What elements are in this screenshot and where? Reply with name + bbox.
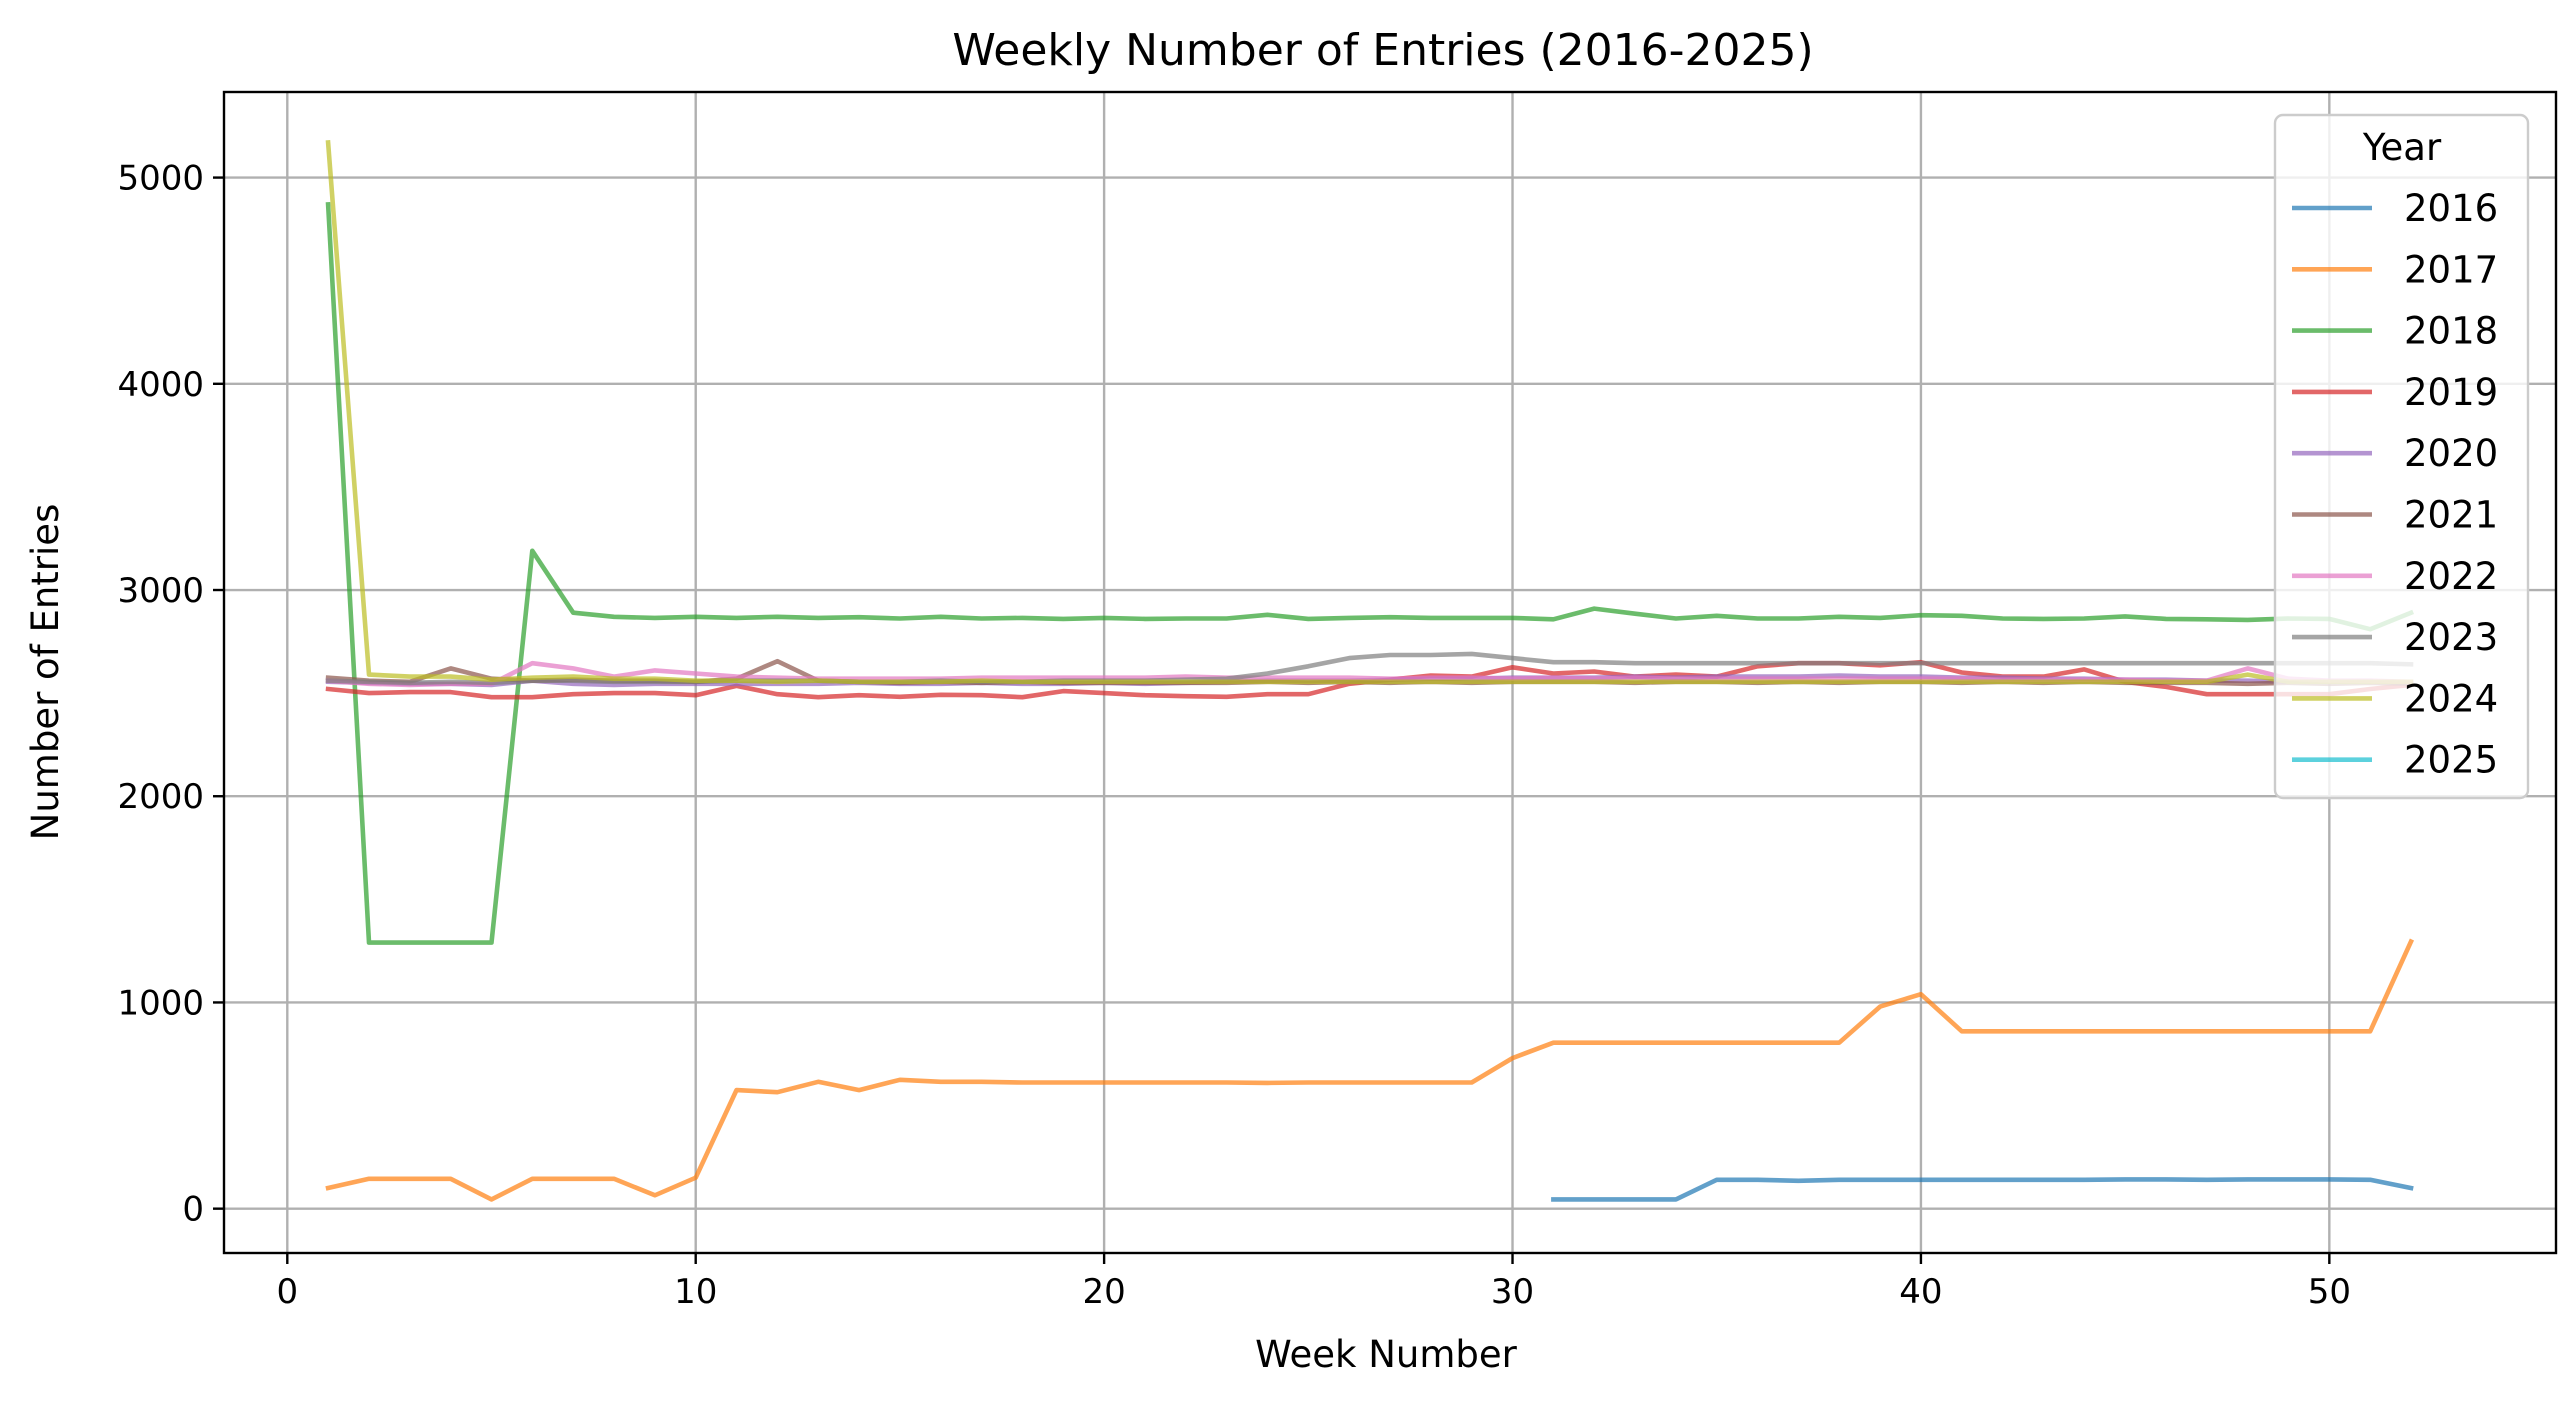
chart-title: Weekly Number of Entries (2016-2025) — [952, 25, 1813, 76]
legend-label-2022: 2022 — [2404, 555, 2498, 598]
x-axis-ticks: 0 10 20 30 40 50 — [276, 1253, 2351, 1312]
legend-label-2016: 2016 — [2404, 187, 2498, 230]
series-lines — [325, 140, 2415, 1202]
x-tick-label: 0 — [276, 1272, 298, 1312]
x-tick-label: 40 — [1899, 1272, 1942, 1312]
y-tick-label: 5000 — [117, 159, 204, 199]
legend-label-2025: 2025 — [2404, 739, 2498, 782]
series-line-2017 — [325, 938, 2415, 1202]
y-axis-ticks: 0 1000 2000 3000 4000 5000 — [117, 159, 224, 1230]
x-tick-label: 30 — [1491, 1272, 1534, 1312]
x-tick-label: 50 — [2308, 1272, 2351, 1312]
y-tick-label: 3000 — [117, 571, 204, 611]
grid-lines — [224, 92, 2556, 1253]
y-tick-label: 0 — [182, 1190, 204, 1230]
legend-label-2019: 2019 — [2404, 371, 2498, 414]
series-line-2018 — [325, 201, 2414, 945]
legend-title: Year — [2362, 126, 2442, 169]
plot-background — [224, 92, 2556, 1253]
x-tick-label: 20 — [1082, 1272, 1125, 1312]
plot-area — [222, 90, 2558, 1255]
legend-label-2017: 2017 — [2404, 248, 2498, 291]
legend-label-2021: 2021 — [2404, 494, 2498, 537]
y-tick-label: 1000 — [117, 983, 204, 1023]
y-tick-label: 2000 — [117, 777, 204, 817]
legend-label-2024: 2024 — [2404, 677, 2498, 720]
x-axis-label: Week Number — [1255, 1333, 1518, 1376]
legend-label-2018: 2018 — [2404, 310, 2498, 353]
legend-box — [2273, 113, 2530, 800]
series-line-2016 — [1551, 1177, 2414, 1202]
legend-label-2023: 2023 — [2404, 616, 2498, 659]
legend: Year 2016 2017 2018 2019 2020 2021 2022 2023 202… — [2273, 113, 2530, 800]
legend-items: 2016 2017 2018 2019 2020 2021 2022 2023 2024 2025 — [2292, 187, 2498, 782]
legend-label-2020: 2020 — [2404, 432, 2498, 475]
x-tick-label: 10 — [674, 1272, 717, 1312]
y-tick-label: 4000 — [117, 365, 204, 405]
y-axis-label: Number of Entries — [24, 504, 67, 841]
series-line-2024 — [325, 140, 2414, 685]
plot-frame — [222, 90, 2558, 1255]
